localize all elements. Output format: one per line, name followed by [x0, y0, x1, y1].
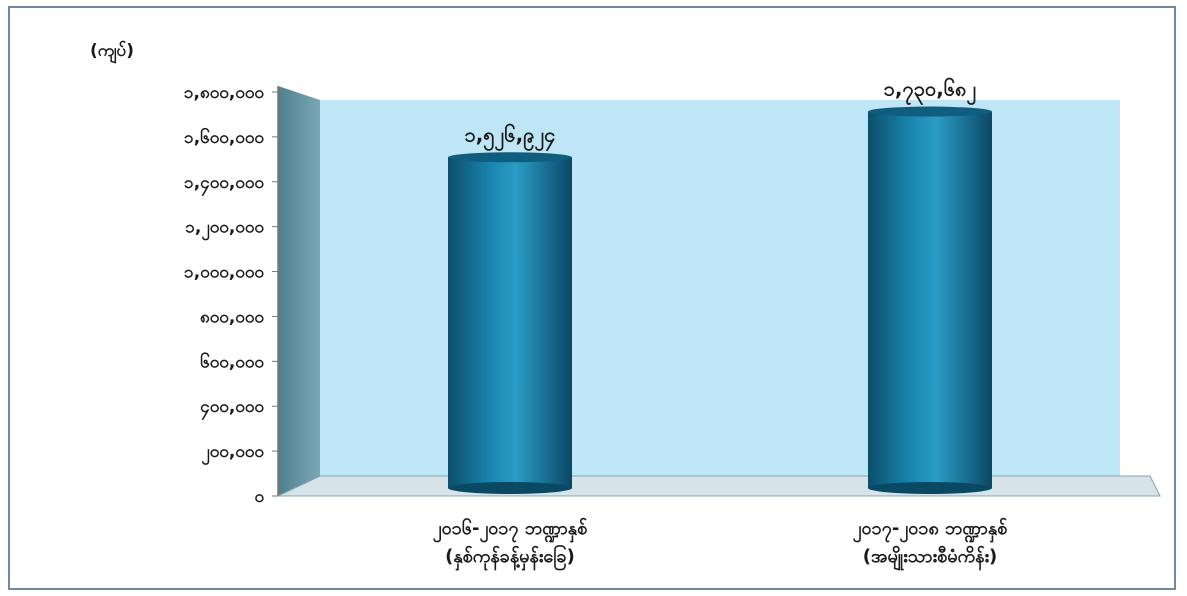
chart-walls	[277, 86, 1161, 497]
floor	[277, 475, 1161, 497]
category-label: (အမျိုးသားစီမံကိန်း)	[863, 545, 998, 571]
y-axis-ticks: ၀ ၂၀၀,၀၀၀ ၄၀၀,၀၀၀ ၆၀၀,၀၀၀ ၈၀၀,၀၀၀ ၁,၀၀၀,၀၀၀ ၁,…	[184, 83, 278, 507]
bar-body	[448, 157, 572, 488]
y-tick-label: ၁,၀၀၀,၀၀၀	[184, 263, 264, 283]
y-tick-label: ၂၀၀,၀၀၀	[201, 442, 264, 466]
bars	[448, 106, 992, 494]
category-label: ၂၀၁၇-၂၀၁၈ ဘဏ္ဍာနှစ်	[853, 517, 1008, 543]
y-tick-label: ၄၀၀,၀၀၀	[200, 397, 264, 421]
bar-bottom	[868, 482, 992, 494]
y-tick-label: ၈၀၀,၀၀၀	[200, 307, 264, 327]
bar	[868, 106, 992, 494]
bar-chart: (ကျပ်) ၀ ၂၀၀,၀၀၀ ၄၀၀,၀၀၀ ၆၀၀,၀၀၀ ၈၀၀,၀၀၀ ၁,၀၀…	[90, 39, 1161, 571]
category-label: (နှစ်ကုန်ခန့်မှန်းခြေ)	[445, 544, 575, 571]
bar	[448, 152, 572, 494]
y-tick-label: ၀	[254, 487, 264, 507]
bar-top	[448, 152, 572, 163]
category-label: ၂၀၁၆-၂၀၁၇ ဘဏ္ဍာနှစ်	[433, 517, 587, 543]
y-tick-label: ၁,၂၀၀,၀၀၀	[185, 218, 264, 242]
y-tick-label: ၁,၆၀၀,၀၀၀	[184, 126, 264, 148]
y-tick-label: ၆၀၀,၀၀၀	[200, 350, 264, 372]
category-labels: ၂၀၁၆-၂၀၁၇ ဘဏ္ဍာနှစ်(နှစ်ကုန်ခန့်မှန်းခြေ…	[433, 517, 1008, 571]
bar-top	[868, 106, 992, 117]
chart-frame: (ကျပ်) ၀ ၂၀၀,၀၀၀ ၄၀၀,၀၀၀ ၆၀၀,၀၀၀ ၈၀၀,၀၀၀ ၁,၀၀…	[8, 6, 1176, 590]
back-wall	[320, 100, 1120, 476]
bar-body	[868, 111, 992, 488]
y-tick-label: ၁,၄၀၀,၀၀၀	[184, 173, 264, 197]
bar-bottom	[448, 482, 572, 494]
y-tick-label: ၁,၈၀၀,၀၀၀	[184, 83, 264, 103]
side-wall	[278, 86, 320, 496]
y-unit-label: (ကျပ်)	[90, 39, 134, 65]
